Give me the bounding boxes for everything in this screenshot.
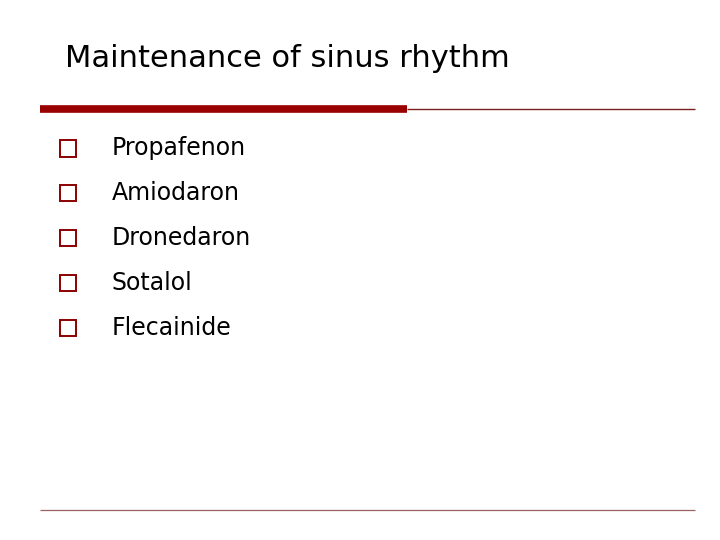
Text: Propafenon: Propafenon	[112, 137, 246, 160]
Text: Dronedaron: Dronedaron	[112, 226, 251, 250]
Bar	[60, 140, 76, 157]
Text: Maintenance of sinus rhythm: Maintenance of sinus rhythm	[65, 44, 510, 73]
Bar	[60, 320, 76, 336]
Bar	[60, 230, 76, 246]
Text: Amiodaron: Amiodaron	[112, 181, 240, 205]
Bar	[60, 185, 76, 201]
Text: Flecainide: Flecainide	[112, 316, 231, 340]
Text: Sotalol: Sotalol	[112, 271, 192, 295]
Bar	[60, 275, 76, 291]
